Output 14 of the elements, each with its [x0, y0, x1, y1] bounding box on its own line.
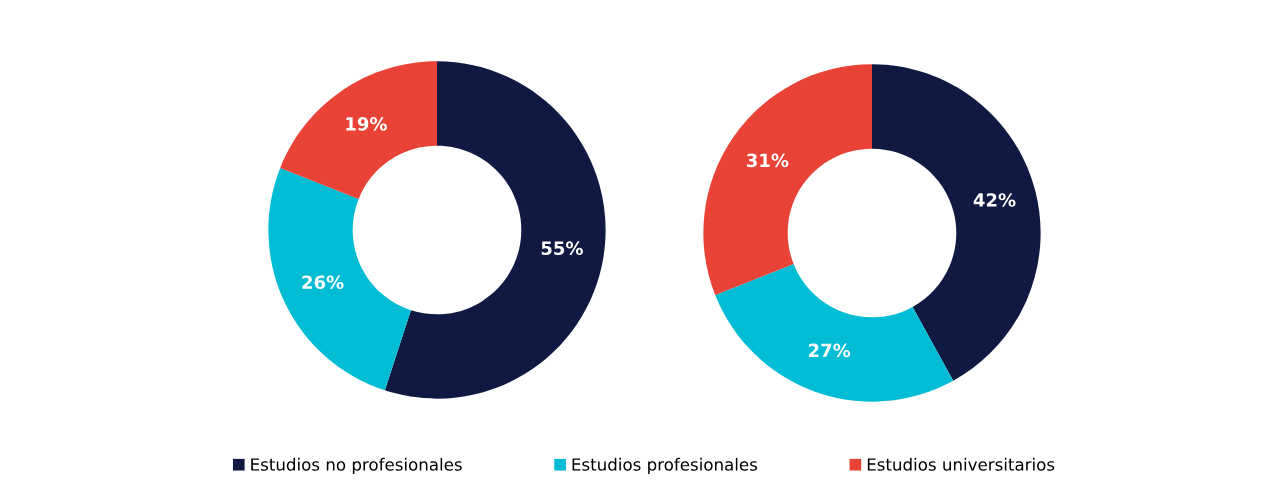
data-label: 55%	[541, 241, 583, 256]
data-label: 42%	[973, 193, 1016, 207]
donut-slice	[268, 167, 411, 391]
legend-label: Estudios profesionales	[572, 457, 758, 474]
data-label: 26%	[302, 275, 344, 290]
donut-slice	[872, 64, 1041, 381]
donut-slice	[703, 64, 872, 296]
legend-label: Estudios universitarios	[867, 457, 1055, 471]
data-label: 31%	[747, 153, 789, 168]
donut-slice	[280, 61, 437, 199]
donut-slice	[715, 264, 954, 402]
data-label: 27%	[808, 343, 851, 358]
data-label: 19%	[346, 116, 387, 131]
legend-label: Estudios no profesionales	[251, 457, 462, 474]
